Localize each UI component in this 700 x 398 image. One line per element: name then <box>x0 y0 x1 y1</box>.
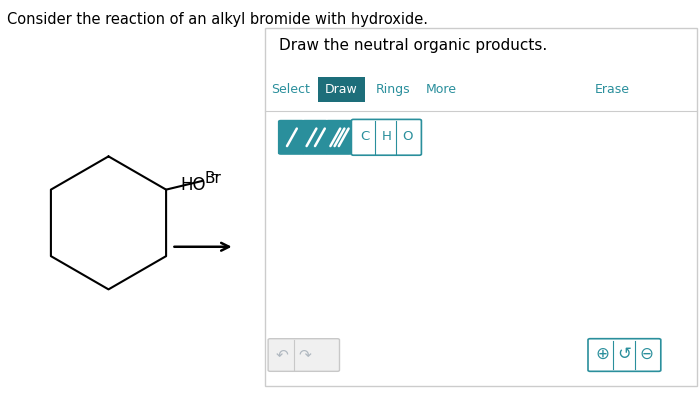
FancyBboxPatch shape <box>588 339 661 371</box>
Text: Draw the neutral organic products.: Draw the neutral organic products. <box>279 38 547 53</box>
Text: ⊕: ⊕ <box>595 345 609 363</box>
Text: Rings: Rings <box>376 83 411 96</box>
Text: O: O <box>402 130 413 143</box>
FancyBboxPatch shape <box>351 119 421 155</box>
Text: H: H <box>382 130 392 143</box>
Text: HO: HO <box>181 176 206 194</box>
FancyBboxPatch shape <box>302 120 328 155</box>
Text: Consider the reaction of an alkyl bromide with hydroxide.: Consider the reaction of an alkyl bromid… <box>7 12 428 27</box>
Text: −: − <box>210 170 219 180</box>
Text: ↶: ↶ <box>276 347 288 362</box>
Text: Br: Br <box>204 172 221 186</box>
Text: Draw: Draw <box>326 83 358 96</box>
Text: ↺: ↺ <box>617 345 631 363</box>
FancyBboxPatch shape <box>278 120 304 155</box>
Text: More: More <box>426 83 456 96</box>
Text: Erase: Erase <box>595 83 630 96</box>
FancyBboxPatch shape <box>268 339 340 371</box>
Text: Select: Select <box>271 83 310 96</box>
Text: C: C <box>360 130 370 143</box>
FancyBboxPatch shape <box>318 77 365 102</box>
Text: ⊖: ⊖ <box>640 345 654 363</box>
FancyBboxPatch shape <box>326 120 352 155</box>
FancyBboxPatch shape <box>265 28 696 386</box>
Text: ↷: ↷ <box>298 347 311 362</box>
